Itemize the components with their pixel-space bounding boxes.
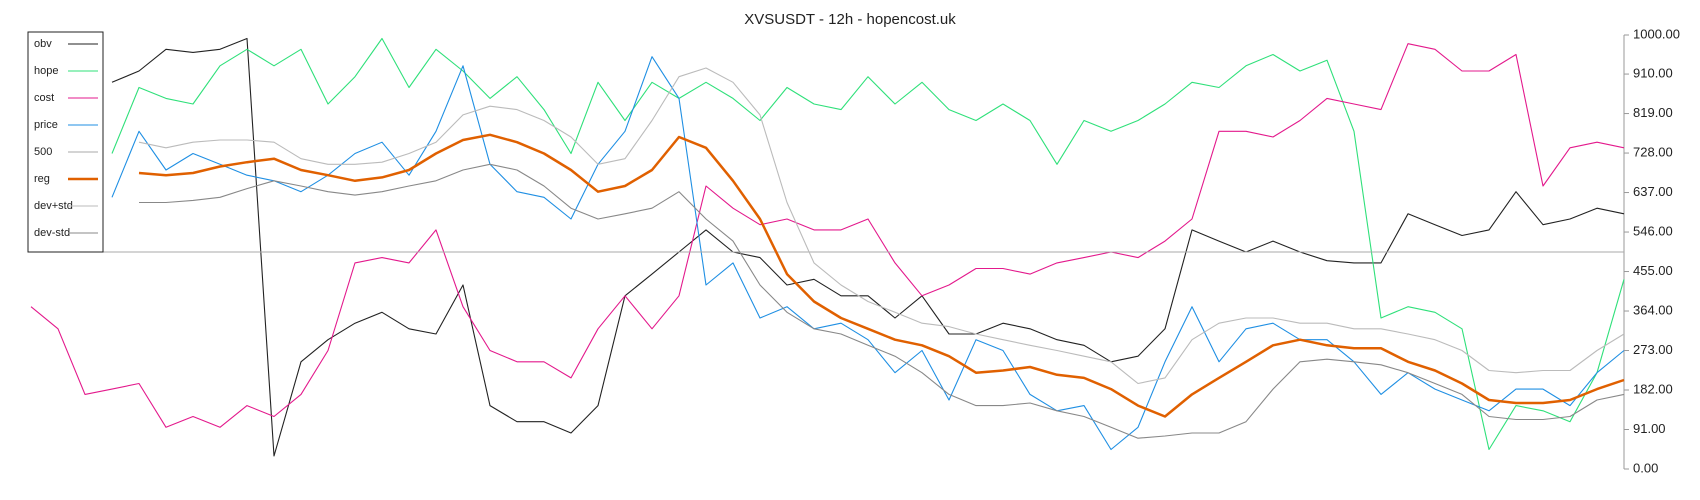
- legend: obv hope cost price 500 reg dev+std dev-std: [27, 31, 104, 253]
- y-tick-label: 455.00: [1633, 263, 1673, 278]
- series-line: [111, 37, 1625, 457]
- y-tick-label: 910.00: [1633, 65, 1673, 80]
- legend-label: obv: [34, 38, 52, 50]
- y-tick-label: 1000.00: [1633, 26, 1680, 41]
- legend-label: hope: [34, 65, 58, 77]
- series-line: [139, 163, 1625, 439]
- legend-label: dev+std: [34, 200, 73, 212]
- legend-label: 500: [34, 146, 52, 158]
- y-tick-label: 91.00: [1633, 421, 1666, 436]
- series-line: [111, 37, 1625, 451]
- y-tick-label: 728.00: [1633, 144, 1673, 159]
- series-line: [138, 133, 1625, 418]
- series-line: [138, 67, 1625, 385]
- legend-label: price: [34, 119, 58, 131]
- legend-box: [27, 31, 104, 253]
- legend-label: cost: [34, 92, 54, 104]
- series-line: [111, 56, 1625, 451]
- y-tick-label: 273.00: [1633, 342, 1673, 357]
- y-tick-label: 364.00: [1633, 302, 1673, 317]
- legend-label: dev-std: [34, 227, 70, 239]
- legend-label: reg: [34, 173, 50, 185]
- y-tick-label: 819.00: [1633, 105, 1673, 120]
- y-tick-label: 182.00: [1633, 381, 1673, 396]
- y-tick-label: 0.00: [1633, 460, 1658, 475]
- y-tick-label: 546.00: [1633, 223, 1673, 238]
- y-tick-label: 637.00: [1633, 184, 1673, 199]
- series-line: [30, 43, 1625, 428]
- chart-title: XVSUSDT - 12h - hopencost.uk: [744, 11, 956, 28]
